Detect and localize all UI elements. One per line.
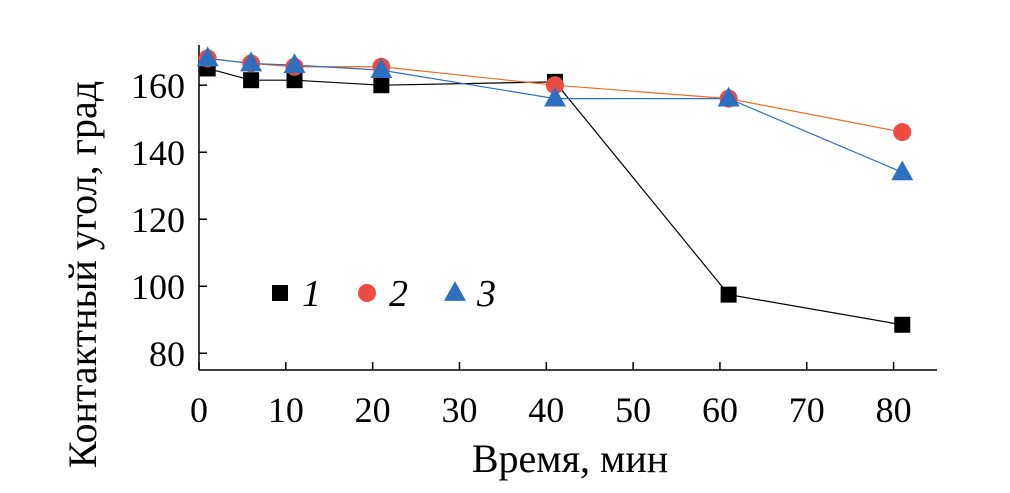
series-1-point xyxy=(894,316,911,333)
y-tick-label: 140 xyxy=(131,133,185,173)
x-tick-label: 30 xyxy=(441,390,477,430)
x-tick-label: 50 xyxy=(615,390,651,430)
series-3-point xyxy=(283,53,306,74)
x-tick-label: 0 xyxy=(190,390,208,430)
x-tick-label: 10 xyxy=(268,390,304,430)
series-markers xyxy=(196,46,914,333)
series-3-point xyxy=(717,86,740,107)
legend-marker-1 xyxy=(272,285,288,301)
legend-marker-2 xyxy=(358,284,376,302)
series-3-point xyxy=(370,58,393,79)
legend-label-2: 2 xyxy=(389,273,408,315)
x-tick-label: 70 xyxy=(789,390,825,430)
series-2-point xyxy=(893,123,912,142)
axes xyxy=(198,45,937,371)
series-1-point xyxy=(373,77,390,94)
series-1-point xyxy=(243,72,260,89)
x-tick-label: 80 xyxy=(876,390,912,430)
series-3-point xyxy=(196,46,219,67)
x-tick-label: 20 xyxy=(355,390,391,430)
series-1-point xyxy=(286,72,303,89)
y-tick-label: 100 xyxy=(131,267,185,307)
series-2-point xyxy=(545,76,564,95)
x-axis-title: Время, мин xyxy=(472,436,668,481)
y-tick-label: 120 xyxy=(131,200,185,240)
y-axis-title: Контактный угол, град xyxy=(60,81,105,468)
x-tick-label: 40 xyxy=(528,390,564,430)
legend: 1 2 3 xyxy=(272,273,496,315)
y-tick-label: 160 xyxy=(131,66,185,106)
legend-label-3: 3 xyxy=(476,273,496,315)
legend-label-1: 1 xyxy=(302,273,321,315)
series-1-point xyxy=(720,286,737,303)
x-tick-label: 60 xyxy=(702,390,738,430)
series-3-point xyxy=(240,51,263,72)
y-tick-label: 80 xyxy=(149,334,185,374)
legend-marker-3 xyxy=(444,281,466,301)
series-3-point xyxy=(891,160,914,181)
series-3-point xyxy=(543,86,566,107)
ticks: 80 100 120 140 160 0 10 20 30 40 50 60 70 80 xyxy=(131,66,912,430)
